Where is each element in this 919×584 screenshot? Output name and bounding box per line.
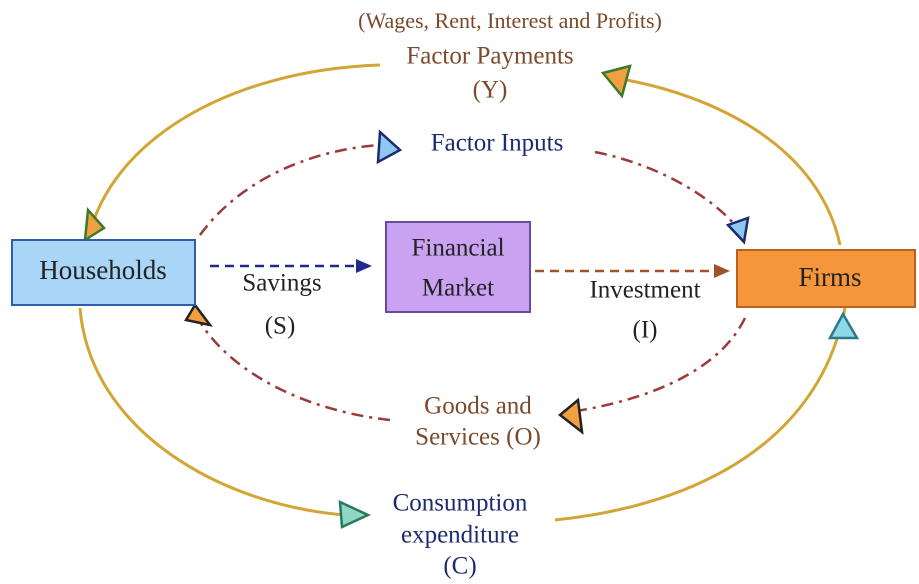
- loop-arrowheads: [83, 64, 860, 529]
- households-box: [11, 239, 196, 306]
- flow-label: Investment: [589, 277, 700, 304]
- firms-box: [736, 249, 916, 308]
- arrowhead: [558, 397, 584, 435]
- flow-symbol: (I): [633, 317, 658, 344]
- node-label: Market: [422, 275, 494, 302]
- flow-note: (Wages, Rent, Interest and Profits): [358, 8, 662, 33]
- arrowhead: [338, 499, 371, 529]
- outer-loop: [78, 63, 847, 522]
- arrowhead: [600, 64, 632, 99]
- flow-symbol: (S): [265, 313, 296, 340]
- payment-arc-right: [614, 76, 842, 246]
- goods-arc-left: [198, 321, 391, 422]
- node-label: Households: [39, 255, 167, 285]
- arrowhead: [184, 302, 213, 327]
- flow-label: Consumption: [393, 490, 528, 517]
- node-label: Firms: [798, 262, 861, 292]
- goods-arc-right: [569, 317, 747, 414]
- flow-symbol: (Y): [473, 77, 508, 104]
- consumption-arc-right: [554, 307, 847, 522]
- arrowhead: [725, 216, 750, 245]
- flow-label: Factor Inputs: [431, 130, 564, 157]
- flow-label: Services (O): [415, 424, 541, 451]
- inputs-arc-left: [198, 143, 381, 236]
- flow-symbol: (C): [443, 553, 476, 580]
- arrowhead: [356, 259, 372, 273]
- arrowhead: [827, 311, 860, 340]
- flow-label: expenditure: [401, 522, 519, 549]
- flow-label: Goods and: [424, 393, 532, 420]
- arrowhead: [376, 129, 403, 165]
- flow-label: Savings: [242, 270, 321, 297]
- arrowhead: [714, 264, 730, 278]
- financial-market-box: [385, 221, 531, 313]
- node-label: Financial: [411, 235, 504, 262]
- inner-loop: [198, 143, 747, 422]
- payment-arc-left: [86, 63, 381, 241]
- consumption-arc-left: [78, 307, 346, 517]
- arrowhead: [83, 207, 106, 243]
- flow-label: Factor Payments: [406, 43, 573, 70]
- inputs-arc-right: [594, 150, 747, 239]
